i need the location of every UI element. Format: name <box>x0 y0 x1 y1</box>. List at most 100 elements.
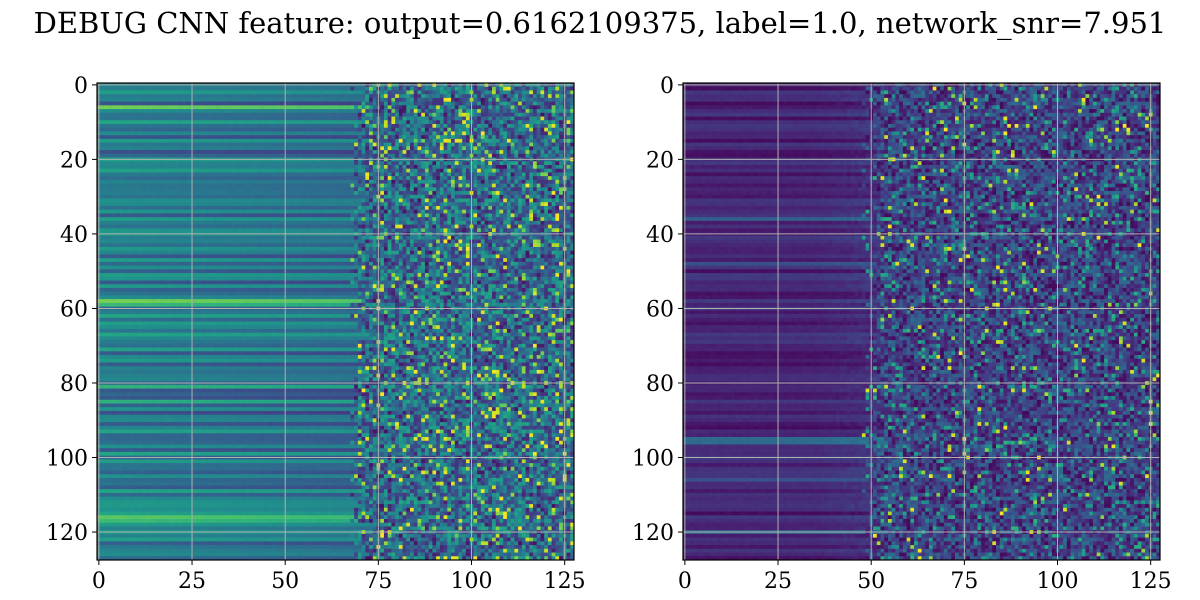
heatmap-cell <box>201 217 205 221</box>
heatmap-cell <box>280 172 284 176</box>
heatmap-cell <box>436 150 440 154</box>
heatmap-cell <box>201 131 205 135</box>
heatmap-cell <box>209 180 213 184</box>
heatmap-cell <box>507 213 511 217</box>
heatmap-cell <box>362 161 366 165</box>
heatmap-cell <box>265 184 269 188</box>
heatmap-cell <box>488 154 492 158</box>
heatmap-cell <box>529 191 533 195</box>
heatmap-cell <box>160 109 164 113</box>
heatmap-cell <box>477 117 481 121</box>
heatmap-cell <box>127 124 131 128</box>
heatmap-cell <box>473 191 477 195</box>
heatmap-cell <box>231 202 235 206</box>
heatmap-cell <box>131 184 135 188</box>
heatmap-cell <box>432 109 436 113</box>
heatmap-cell <box>101 228 105 232</box>
heatmap-cell <box>257 150 261 154</box>
heatmap-cell <box>142 161 146 165</box>
heatmap-cell <box>511 128 515 132</box>
heatmap-cell <box>358 109 362 113</box>
heatmap-cell <box>254 225 258 229</box>
heatmap-cell <box>369 165 373 169</box>
heatmap-cell <box>440 187 444 191</box>
heatmap-cell <box>220 202 224 206</box>
heatmap-cell <box>149 169 153 173</box>
heatmap-cell <box>172 128 176 132</box>
heatmap-cell <box>172 187 176 191</box>
heatmap-cell <box>336 131 340 135</box>
heatmap-cell <box>268 109 272 113</box>
heatmap-cell <box>544 124 548 128</box>
heatmap-cell <box>242 206 246 210</box>
heatmap-cell <box>365 195 369 199</box>
heatmap-cell <box>514 113 518 117</box>
heatmap-cell <box>179 213 183 217</box>
heatmap-cell <box>272 150 276 154</box>
heatmap-cell <box>239 191 243 195</box>
heatmap-cell <box>321 98 325 102</box>
heatmap-cell <box>268 135 272 139</box>
heatmap-cell <box>503 113 507 117</box>
heatmap-cell <box>257 135 261 139</box>
heatmap-cell <box>343 213 347 217</box>
heatmap-cell <box>425 195 429 199</box>
heatmap-cell <box>231 90 235 94</box>
heatmap-cell <box>339 217 343 221</box>
heatmap-cell <box>175 135 179 139</box>
heatmap-cell <box>302 105 306 109</box>
heatmap-cell <box>391 90 395 94</box>
heatmap-cell <box>205 210 209 214</box>
heatmap-cell <box>127 184 131 188</box>
heatmap-cell <box>138 117 142 121</box>
heatmap-cell <box>455 221 459 225</box>
heatmap-cell <box>455 128 459 132</box>
heatmap-cell <box>403 143 407 147</box>
heatmap-cell <box>391 150 395 154</box>
heatmap-cell <box>447 195 451 199</box>
heatmap-cell <box>369 202 373 206</box>
heatmap-cell <box>175 172 179 176</box>
heatmap-cell <box>548 87 552 91</box>
heatmap-cell <box>332 225 336 229</box>
heatmap-cell <box>201 139 205 143</box>
heatmap-cell <box>425 199 429 203</box>
heatmap-cell <box>466 169 470 173</box>
heatmap-cell <box>179 206 183 210</box>
heatmap-cell <box>496 176 500 180</box>
heatmap-cell <box>201 105 205 109</box>
heatmap-cell <box>142 176 146 180</box>
heatmap-cell <box>104 154 108 158</box>
heatmap-cell <box>555 180 559 184</box>
heatmap-cell <box>537 199 541 203</box>
heatmap-cell <box>224 210 228 214</box>
heatmap-cell <box>380 105 384 109</box>
heatmap-cell <box>172 154 176 158</box>
heatmap-cell <box>302 221 306 225</box>
heatmap-cell <box>313 109 317 113</box>
heatmap-cell <box>254 187 258 191</box>
heatmap-cell <box>127 172 131 176</box>
heatmap-cell <box>526 169 530 173</box>
heatmap-cell <box>272 90 276 94</box>
heatmap-cell <box>354 131 358 135</box>
heatmap-cell <box>406 94 410 98</box>
heatmap-cell <box>250 187 254 191</box>
heatmap-cell <box>168 199 172 203</box>
heatmap-cell <box>201 113 205 117</box>
heatmap-cell <box>324 105 328 109</box>
heatmap-cell <box>321 202 325 206</box>
heatmap-cell <box>127 202 131 206</box>
heatmap-cell <box>216 131 220 135</box>
heatmap-cell <box>488 206 492 210</box>
heatmap-cell <box>343 172 347 176</box>
heatmap-cell <box>134 128 138 132</box>
heatmap-cell <box>362 128 366 132</box>
heatmap-cell <box>216 98 220 102</box>
heatmap-cell <box>145 184 149 188</box>
heatmap-cell <box>499 135 503 139</box>
heatmap-cell <box>559 135 563 139</box>
heatmap-cell <box>417 206 421 210</box>
heatmap-cell <box>313 143 317 147</box>
heatmap-cell <box>373 146 377 150</box>
